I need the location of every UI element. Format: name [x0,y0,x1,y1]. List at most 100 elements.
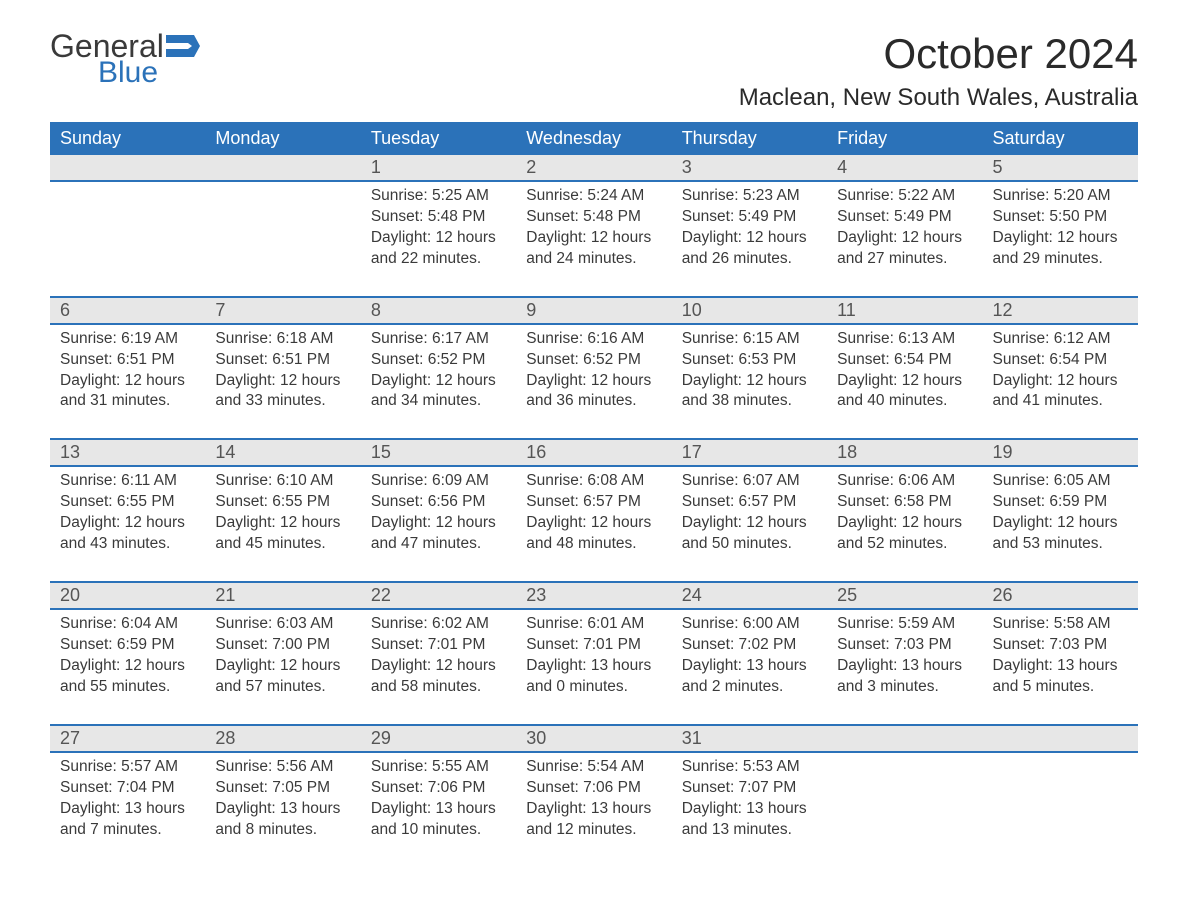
day-number: 25 [827,583,982,608]
day-cell-data: Sunrise: 6:15 AMSunset: 6:53 PMDaylight:… [672,324,827,440]
day-sunrise: Sunrise: 5:23 AM [682,186,817,207]
day-d2: and 24 minutes. [526,249,661,270]
day-cell-data: Sunrise: 6:01 AMSunset: 7:01 PMDaylight:… [516,609,671,725]
day-cell-data: Sunrise: 6:17 AMSunset: 6:52 PMDaylight:… [361,324,516,440]
day-sunrise: Sunrise: 5:58 AM [993,614,1128,635]
day-cell-number: 21 [205,582,360,609]
day-number: 26 [983,583,1138,608]
day-d2: and 31 minutes. [60,391,195,412]
day-sunset: Sunset: 7:01 PM [371,635,506,656]
day-cell-data: Sunrise: 5:24 AMSunset: 5:48 PMDaylight:… [516,181,671,297]
day-d1: Daylight: 12 hours [837,513,972,534]
day-d2: and 3 minutes. [837,677,972,698]
day-sunset: Sunset: 7:06 PM [371,778,506,799]
day-sunset: Sunset: 7:03 PM [837,635,972,656]
day-number: 23 [516,583,671,608]
day-details: Sunrise: 6:13 AMSunset: 6:54 PMDaylight:… [827,325,982,439]
week-daynum-row: 2728293031 [50,725,1138,752]
day-cell-number: 15 [361,439,516,466]
day-d2: and 8 minutes. [215,820,350,841]
day-details: Sunrise: 6:02 AMSunset: 7:01 PMDaylight:… [361,610,516,724]
day-d1: Daylight: 13 hours [526,656,661,677]
day-cell-data: Sunrise: 6:08 AMSunset: 6:57 PMDaylight:… [516,466,671,582]
day-d2: and 13 minutes. [682,820,817,841]
day-d2: and 50 minutes. [682,534,817,555]
day-details: Sunrise: 6:05 AMSunset: 6:59 PMDaylight:… [983,467,1138,581]
day-d2: and 33 minutes. [215,391,350,412]
day-number: 22 [361,583,516,608]
day-number: 2 [516,155,671,180]
day-d1: Daylight: 12 hours [526,371,661,392]
day-cell-number: 20 [50,582,205,609]
day-details: Sunrise: 5:25 AMSunset: 5:48 PMDaylight:… [361,182,516,296]
day-cell-number: 30 [516,725,671,752]
day-cell-number: 10 [672,297,827,324]
day-cell-number: 7 [205,297,360,324]
day-cell-data: Sunrise: 5:56 AMSunset: 7:05 PMDaylight:… [205,752,360,867]
day-cell-data: Sunrise: 6:06 AMSunset: 6:58 PMDaylight:… [827,466,982,582]
day-number: 4 [827,155,982,180]
day-number: 9 [516,298,671,323]
logo: General Blue [50,30,200,88]
day-cell-number: 11 [827,297,982,324]
day-d2: and 36 minutes. [526,391,661,412]
day-number: 15 [361,440,516,465]
day-sunset: Sunset: 6:56 PM [371,492,506,513]
day-number: 1 [361,155,516,180]
day-d2: and 57 minutes. [215,677,350,698]
day-d1: Daylight: 12 hours [682,371,817,392]
day-number: 27 [50,726,205,751]
day-sunset: Sunset: 6:57 PM [682,492,817,513]
day-number: 29 [361,726,516,751]
day-cell-number: 6 [50,297,205,324]
day-sunset: Sunset: 6:54 PM [993,350,1128,371]
day-cell-number: 4 [827,155,982,181]
day-cell-number: 9 [516,297,671,324]
day-number: 21 [205,583,360,608]
day-d2: and 27 minutes. [837,249,972,270]
day-sunset: Sunset: 5:49 PM [682,207,817,228]
weekday-header: Wednesday [516,122,671,155]
day-sunrise: Sunrise: 5:54 AM [526,757,661,778]
day-cell-data: Sunrise: 5:20 AMSunset: 5:50 PMDaylight:… [983,181,1138,297]
location: Maclean, New South Wales, Australia [739,84,1138,112]
day-details: Sunrise: 5:59 AMSunset: 7:03 PMDaylight:… [827,610,982,724]
day-number: 10 [672,298,827,323]
day-details: Sunrise: 5:24 AMSunset: 5:48 PMDaylight:… [516,182,671,296]
day-cell-number: 13 [50,439,205,466]
day-d2: and 58 minutes. [371,677,506,698]
day-d1: Daylight: 12 hours [215,513,350,534]
day-cell-number: 1 [361,155,516,181]
day-cell-number: 14 [205,439,360,466]
day-number: 8 [361,298,516,323]
day-d2: and 22 minutes. [371,249,506,270]
week-data-row: Sunrise: 5:57 AMSunset: 7:04 PMDaylight:… [50,752,1138,867]
day-sunset: Sunset: 7:07 PM [682,778,817,799]
title-block: October 2024 Maclean, New South Wales, A… [739,30,1138,112]
day-cell-data: Sunrise: 6:19 AMSunset: 6:51 PMDaylight:… [50,324,205,440]
day-number: 19 [983,440,1138,465]
day-cell-number: 8 [361,297,516,324]
day-sunrise: Sunrise: 6:12 AM [993,329,1128,350]
week-data-row: Sunrise: 5:25 AMSunset: 5:48 PMDaylight:… [50,181,1138,297]
day-cell-number [827,725,982,752]
day-details: Sunrise: 5:58 AMSunset: 7:03 PMDaylight:… [983,610,1138,724]
day-cell-number: 12 [983,297,1138,324]
day-d2: and 2 minutes. [682,677,817,698]
day-cell-data: Sunrise: 6:10 AMSunset: 6:55 PMDaylight:… [205,466,360,582]
day-sunset: Sunset: 6:53 PM [682,350,817,371]
day-d1: Daylight: 13 hours [837,656,972,677]
month-title: October 2024 [739,30,1138,78]
day-sunrise: Sunrise: 6:06 AM [837,471,972,492]
weekday-header: Saturday [983,122,1138,155]
day-sunrise: Sunrise: 6:16 AM [526,329,661,350]
day-details: Sunrise: 6:10 AMSunset: 6:55 PMDaylight:… [205,467,360,581]
day-cell-data: Sunrise: 6:05 AMSunset: 6:59 PMDaylight:… [983,466,1138,582]
day-sunset: Sunset: 6:52 PM [371,350,506,371]
day-sunset: Sunset: 6:55 PM [215,492,350,513]
day-number: 3 [672,155,827,180]
week-data-row: Sunrise: 6:19 AMSunset: 6:51 PMDaylight:… [50,324,1138,440]
day-cell-data: Sunrise: 5:53 AMSunset: 7:07 PMDaylight:… [672,752,827,867]
day-sunrise: Sunrise: 5:55 AM [371,757,506,778]
day-cell-data: Sunrise: 5:23 AMSunset: 5:49 PMDaylight:… [672,181,827,297]
